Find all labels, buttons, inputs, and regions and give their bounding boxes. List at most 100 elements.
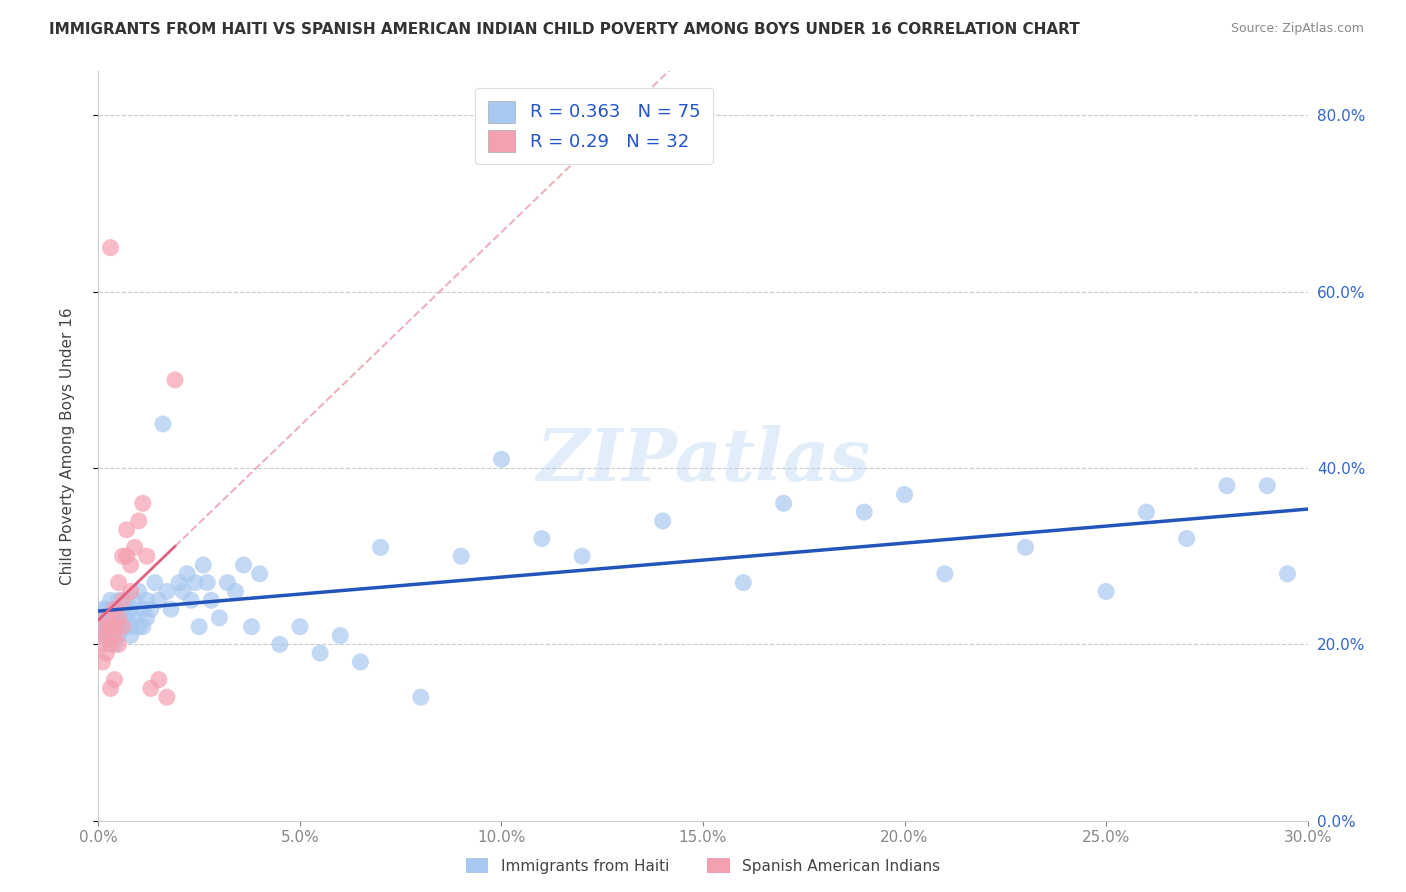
Point	[103, 602, 125, 616]
Point	[148, 673, 170, 687]
Point	[111, 549, 134, 564]
Point	[124, 541, 146, 555]
Point	[103, 673, 125, 687]
Point	[107, 637, 129, 651]
Point	[120, 620, 142, 634]
Point	[309, 646, 332, 660]
Point	[152, 417, 174, 431]
Point	[107, 575, 129, 590]
Legend: Immigrants from Haiti, Spanish American Indians: Immigrants from Haiti, Spanish American …	[460, 852, 946, 880]
Point	[96, 611, 118, 625]
Point	[132, 602, 155, 616]
Point	[143, 575, 166, 590]
Text: ZIPatlas: ZIPatlas	[536, 425, 870, 497]
Point	[240, 620, 263, 634]
Point	[100, 611, 122, 625]
Point	[148, 593, 170, 607]
Point	[135, 593, 157, 607]
Point	[96, 602, 118, 616]
Legend: R = 0.363   N = 75, R = 0.29   N = 32: R = 0.363 N = 75, R = 0.29 N = 32	[475, 88, 713, 164]
Point	[103, 620, 125, 634]
Point	[1095, 584, 1118, 599]
Point	[139, 681, 162, 696]
Point	[217, 575, 239, 590]
Point	[288, 620, 311, 634]
Point	[132, 620, 155, 634]
Point	[163, 373, 186, 387]
Point	[160, 602, 183, 616]
Text: Source: ZipAtlas.com: Source: ZipAtlas.com	[1230, 22, 1364, 36]
Point	[893, 487, 915, 501]
Point	[120, 602, 142, 616]
Point	[100, 681, 122, 696]
Point	[491, 452, 513, 467]
Point	[188, 620, 211, 634]
Point	[530, 532, 553, 546]
Point	[100, 593, 122, 607]
Point	[450, 549, 472, 564]
Point	[111, 593, 134, 607]
Point	[651, 514, 673, 528]
Point	[111, 620, 134, 634]
Point	[934, 566, 956, 581]
Point	[208, 611, 231, 625]
Point	[115, 523, 138, 537]
Point	[349, 655, 371, 669]
Point	[128, 514, 150, 528]
Point	[184, 575, 207, 590]
Point	[115, 611, 138, 625]
Point	[115, 593, 138, 607]
Point	[370, 541, 392, 555]
Point	[103, 628, 125, 642]
Point	[409, 690, 432, 705]
Point	[772, 496, 794, 510]
Point	[115, 549, 138, 564]
Point	[156, 690, 179, 705]
Point	[103, 637, 125, 651]
Point	[91, 620, 114, 634]
Point	[135, 549, 157, 564]
Point	[853, 505, 876, 519]
Point	[128, 584, 150, 599]
Point	[249, 566, 271, 581]
Point	[96, 611, 118, 625]
Point	[1175, 532, 1198, 546]
Point	[120, 628, 142, 642]
Point	[1256, 478, 1278, 492]
Point	[107, 593, 129, 607]
Point	[96, 628, 118, 642]
Point	[180, 593, 202, 607]
Point	[135, 611, 157, 625]
Point	[733, 575, 755, 590]
Point	[1277, 566, 1299, 581]
Point	[103, 602, 125, 616]
Point	[571, 549, 593, 564]
Point	[195, 575, 218, 590]
Point	[124, 593, 146, 607]
Y-axis label: Child Poverty Among Boys Under 16: Child Poverty Among Boys Under 16	[60, 307, 75, 585]
Point	[91, 655, 114, 669]
Point	[111, 620, 134, 634]
Point	[91, 628, 114, 642]
Point	[224, 584, 246, 599]
Point	[100, 241, 122, 255]
Point	[91, 637, 114, 651]
Point	[232, 558, 254, 572]
Point	[100, 637, 122, 651]
Point	[176, 566, 198, 581]
Point	[107, 611, 129, 625]
Point	[107, 628, 129, 642]
Point	[120, 558, 142, 572]
Point	[139, 602, 162, 616]
Point	[1014, 541, 1036, 555]
Point	[96, 646, 118, 660]
Point	[111, 602, 134, 616]
Text: IMMIGRANTS FROM HAITI VS SPANISH AMERICAN INDIAN CHILD POVERTY AMONG BOYS UNDER : IMMIGRANTS FROM HAITI VS SPANISH AMERICA…	[49, 22, 1080, 37]
Point	[107, 611, 129, 625]
Point	[1135, 505, 1157, 519]
Point	[193, 558, 215, 572]
Point	[120, 584, 142, 599]
Point	[156, 584, 179, 599]
Point	[1216, 478, 1239, 492]
Point	[100, 620, 122, 634]
